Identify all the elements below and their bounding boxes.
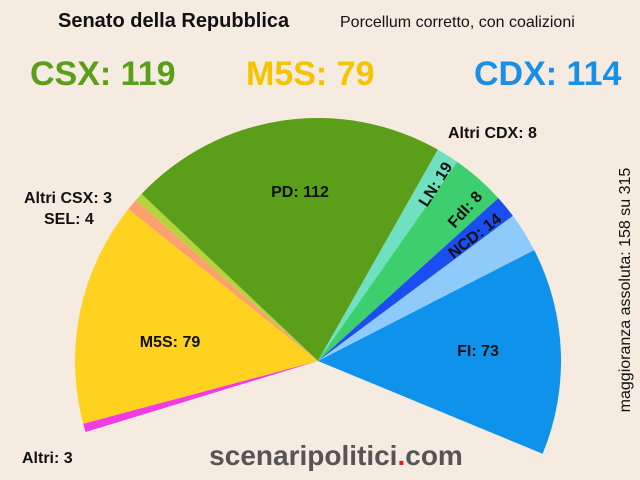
- slice-sel: [128, 200, 318, 361]
- slice-pd: [141, 117, 438, 362]
- hemicycle-slices: [75, 117, 562, 454]
- chart-subtitle: Porcellum corretto, con coalizioni: [340, 14, 575, 31]
- site-main: scenaripolitici: [209, 440, 397, 471]
- label-fi: FI: 73: [457, 343, 499, 360]
- label-altri-cdx: Altri CDX: 8: [448, 125, 537, 142]
- slice-ncd: [318, 215, 535, 361]
- slice-altri: [83, 361, 319, 433]
- total-csx: CSX: 119: [30, 55, 176, 93]
- total-m5s: M5S: 79: [246, 55, 375, 93]
- slice-fdi: [318, 198, 513, 361]
- label-pd: PD: 112: [271, 184, 329, 201]
- slice-m5s: [75, 209, 318, 424]
- site-tld: com: [405, 440, 463, 471]
- slice-ln: [318, 161, 499, 361]
- slice-fi: [318, 250, 562, 454]
- slice-altri-cdx: [318, 149, 458, 361]
- label-m5s: M5S: 79: [140, 334, 201, 351]
- label-altri-csx: Altri CSX: 3: [24, 190, 112, 207]
- slice-altri-csx: [135, 193, 318, 361]
- label-altri: Altri: 3: [22, 450, 73, 467]
- chart-title: Senato della Repubblica: [58, 10, 290, 32]
- site-dot: .: [397, 440, 405, 471]
- label-sel: SEL: 4: [44, 211, 94, 228]
- site-watermark: scenaripolitici.com: [209, 440, 463, 471]
- majority-note: maggioranza assoluta: 158 su 315: [617, 168, 634, 413]
- total-cdx: CDX: 114: [474, 55, 621, 93]
